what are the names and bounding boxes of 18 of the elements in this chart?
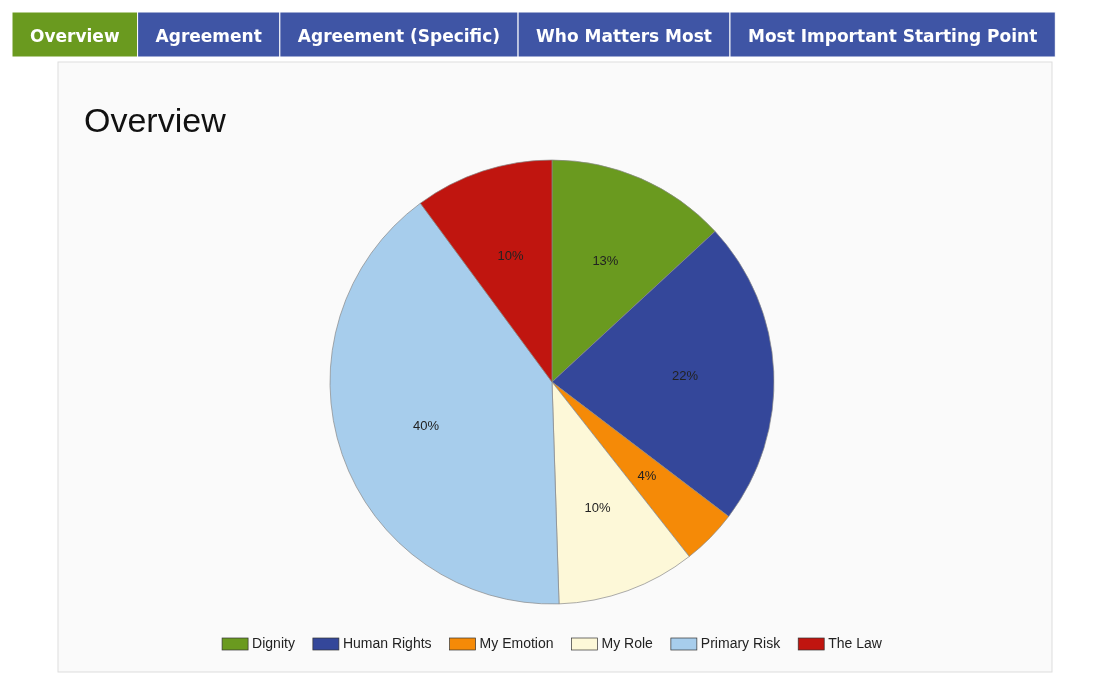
text: Overview: [30, 26, 120, 46]
legend-label: Dignity: [252, 635, 295, 651]
text: Who Matters Most: [536, 26, 712, 46]
data-label: 13%: [592, 252, 619, 268]
text: Agreement: [155, 26, 262, 46]
data-label: 40%: [413, 418, 440, 434]
data-label: 10%: [584, 499, 611, 515]
data-label: 4%: [637, 467, 657, 483]
legend-label: Human Rights: [342, 635, 432, 651]
legend-label: My Emotion: [479, 635, 554, 651]
legend-label: The Law: [828, 635, 883, 651]
data-label: 10%: [497, 248, 524, 263]
legend-label: My Role: [601, 635, 654, 651]
chart-title: Overview: [84, 101, 227, 139]
text: Most Important Starting Point: [747, 26, 1038, 46]
legend-label: Primary Risk: [700, 635, 782, 651]
text: Agreement (Specific): [297, 26, 501, 46]
data-label: 22%: [672, 368, 699, 384]
